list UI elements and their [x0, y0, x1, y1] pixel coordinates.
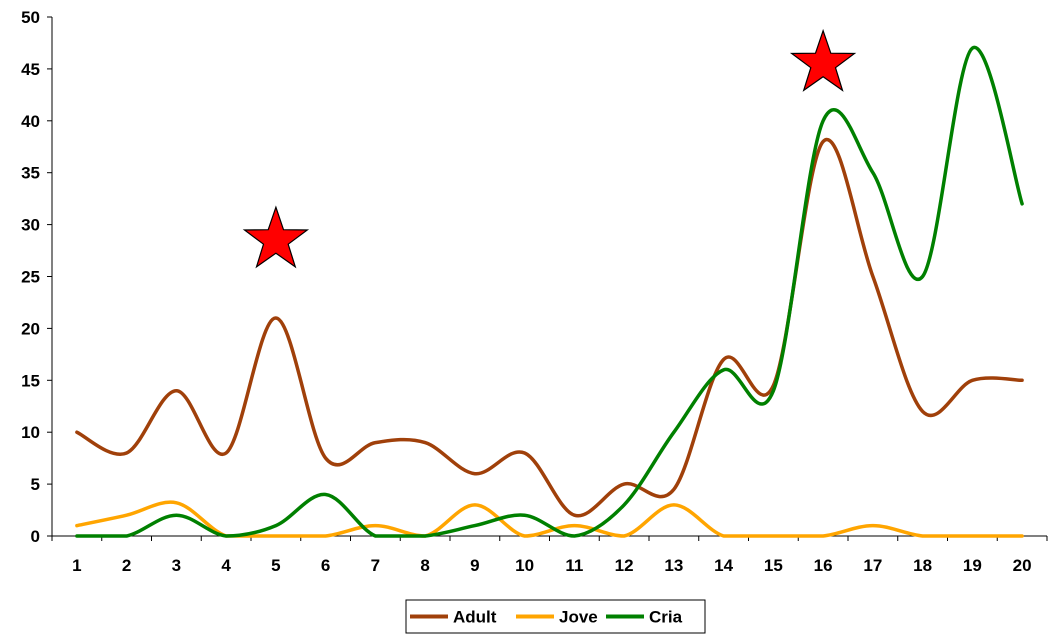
x-tick-label: 13	[664, 556, 683, 575]
x-axis-ticks: 1 2 3 4 5 6 7 8 9 10 11 12 13 14 15 16 17 18 19 20	[51, 536, 1048, 575]
x-tick-label: 12	[615, 556, 634, 575]
red-star-icon	[789, 28, 857, 92]
y-tick-label: 25	[21, 268, 40, 287]
legend-box	[405, 599, 706, 634]
x-tick-label: 17	[863, 556, 882, 575]
axes	[51, 17, 1047, 537]
y-tick-label: 20	[21, 319, 40, 338]
x-tick-label: 18	[913, 556, 932, 575]
x-tick-label: 3	[172, 556, 181, 575]
x-tick-label: 19	[963, 556, 982, 575]
red-star-icon	[242, 205, 310, 269]
x-tick-label: 2	[122, 556, 131, 575]
y-tick-label: 35	[21, 164, 40, 183]
y-tick-label: 50	[21, 8, 40, 27]
x-tick-label: 15	[764, 556, 783, 575]
y-tick-label: 10	[21, 423, 40, 442]
x-tick-label: 9	[470, 556, 479, 575]
x-tick-label: 6	[321, 556, 330, 575]
x-tick-label: 1	[72, 556, 81, 575]
x-tick-label: 7	[371, 556, 380, 575]
legend-label-cria: Cria	[649, 608, 683, 627]
x-tick-label: 10	[515, 556, 534, 575]
series-line-adult	[75, 137, 1024, 518]
y-tick-label: 0	[31, 527, 40, 546]
y-tick-label: 40	[21, 112, 40, 131]
x-tick-label: 14	[714, 556, 733, 575]
y-tick-label: 5	[31, 475, 40, 494]
x-tick-label: 16	[814, 556, 833, 575]
legend: Adult Jove Cria	[405, 599, 706, 634]
legend-label-adult: Adult	[453, 608, 497, 627]
y-tick-label: 45	[21, 60, 40, 79]
x-tick-label: 5	[271, 556, 280, 575]
series-line-jove	[75, 500, 1024, 538]
series-layer	[75, 46, 1024, 538]
legend-label-jove: Jove	[559, 608, 598, 627]
series-line-cria	[75, 46, 1024, 538]
x-tick-label: 8	[420, 556, 429, 575]
y-tick-label: 30	[21, 216, 40, 235]
x-tick-label: 11	[565, 556, 583, 575]
y-axis-ticks: 0 5 10 15 20 25 30 35 40 45 50	[21, 8, 52, 546]
x-tick-label: 4	[221, 556, 231, 575]
y-tick-label: 15	[21, 371, 40, 390]
x-tick-label: 20	[1013, 556, 1032, 575]
star-markers	[242, 28, 857, 269]
